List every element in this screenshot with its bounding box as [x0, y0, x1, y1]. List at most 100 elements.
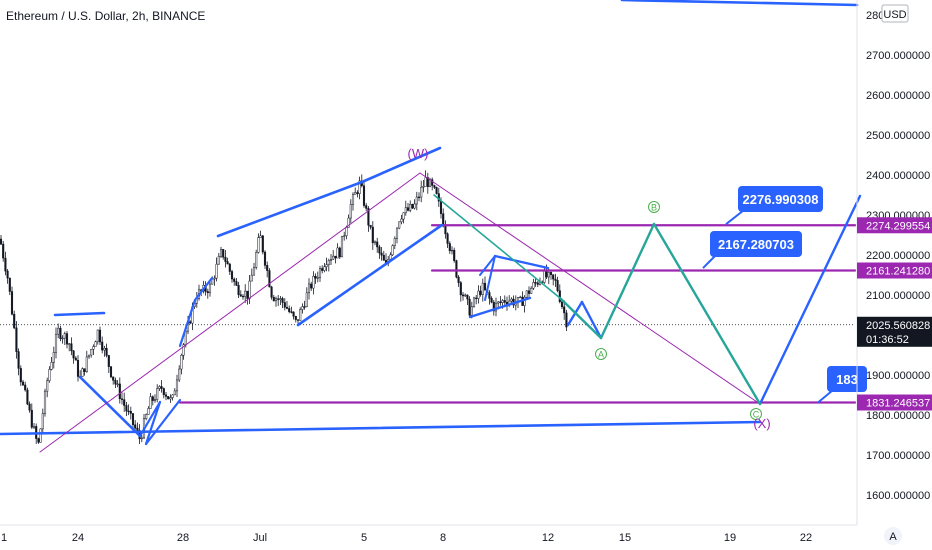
callout-label: 2167.280703	[718, 237, 794, 252]
candles-layer	[0, 170, 568, 445]
candle-body	[153, 399, 157, 401]
candle-body	[415, 196, 418, 205]
candle-body	[167, 396, 170, 400]
candle-body	[431, 179, 434, 186]
candle-body	[272, 297, 275, 302]
candle-body	[283, 302, 286, 308]
candle-body	[213, 277, 216, 280]
candle-body	[446, 233, 449, 244]
candle-body	[301, 306, 304, 310]
candle-body	[417, 196, 421, 199]
candle-body	[307, 283, 311, 294]
candle-body	[2, 243, 5, 259]
price-tick-label: 2100.000000	[866, 290, 930, 302]
candle-body	[226, 261, 229, 265]
currency-badge[interactable]: USD	[881, 4, 909, 23]
candle-body	[206, 291, 209, 294]
candle-body	[409, 204, 412, 211]
candle-body	[327, 260, 330, 265]
candle-body	[351, 194, 355, 205]
zigzag-4	[178, 298, 197, 348]
candle-body	[466, 294, 469, 300]
candle-body	[494, 302, 498, 312]
candle-body	[180, 355, 183, 370]
candle-body	[318, 268, 322, 278]
candle-body	[13, 313, 16, 329]
guide-line-rise	[39, 172, 421, 453]
candle-body	[252, 267, 256, 276]
candle-body	[116, 383, 119, 385]
candle-body	[316, 277, 319, 279]
trendline-w-upper	[360, 146, 442, 184]
candle-body	[149, 396, 152, 409]
auto-scale-button[interactable]: A	[884, 527, 902, 545]
time-tick-label: 12	[542, 532, 554, 544]
candle-body	[151, 396, 154, 401]
projection-a-down	[580, 300, 603, 340]
candle-body	[208, 283, 212, 294]
trendline-channel-lower	[296, 223, 444, 327]
candle-body	[356, 192, 359, 194]
triangle-lower	[468, 296, 532, 319]
candle-body	[120, 398, 124, 400]
candle-body	[547, 272, 550, 278]
callout-box	[738, 186, 823, 212]
candle-body	[17, 351, 20, 369]
time-tick-label: 19	[724, 532, 736, 544]
candle-body	[556, 280, 559, 291]
wave-label: (X)	[753, 416, 770, 431]
candle-body	[411, 204, 414, 209]
candle-body	[325, 264, 328, 267]
callout-label: 2276.990308	[743, 192, 819, 207]
candle-body	[250, 274, 253, 282]
time-axis[interactable]: 1 24 28 Jul 5 8 12 15 19 22	[1, 532, 812, 544]
candle-body	[472, 297, 476, 307]
price-tag-box	[857, 217, 932, 234]
candle-body	[464, 294, 467, 297]
candle-body	[274, 298, 278, 302]
candle-body	[334, 255, 337, 259]
candle-body	[365, 205, 368, 209]
candle-body	[455, 260, 458, 278]
candle-body	[24, 384, 27, 391]
candle-body	[54, 333, 58, 353]
candle-body	[279, 298, 282, 300]
candle-body	[371, 226, 374, 244]
callout-box	[710, 231, 802, 257]
time-tick-label: 28	[177, 532, 189, 544]
time-tick-label: Jul	[253, 532, 267, 544]
candle-body	[241, 295, 245, 298]
candle-body	[277, 298, 280, 300]
candle-body	[470, 306, 473, 316]
candle-body	[519, 296, 522, 299]
candle-body	[259, 235, 262, 238]
candle-body	[420, 186, 423, 198]
candle-body	[114, 380, 117, 385]
projection-green-fall	[433, 194, 561, 299]
candle-body	[332, 255, 335, 260]
time-tick-label: 15	[619, 532, 631, 544]
projection-abc	[558, 296, 603, 340]
candle-body	[393, 238, 396, 246]
candle-body	[230, 271, 234, 280]
candle-body	[312, 275, 315, 289]
candle-body	[219, 249, 223, 257]
candle-body	[323, 266, 326, 271]
candle-body	[112, 376, 115, 381]
candle-body	[94, 341, 97, 347]
candle-body	[83, 368, 86, 373]
callout-pointer	[725, 209, 745, 225]
guide-line-fall	[419, 172, 761, 405]
candle-body	[345, 227, 348, 237]
candle-body	[321, 268, 324, 271]
candle-body	[468, 298, 471, 316]
candle-body	[380, 252, 383, 256]
price-tag-label: 2161.241280	[866, 266, 930, 278]
candle-body	[373, 241, 377, 244]
candle-body	[72, 350, 75, 359]
candle-body	[32, 426, 36, 428]
candle-body	[296, 319, 300, 321]
price-tag-box	[857, 394, 932, 411]
candle-body	[8, 277, 11, 292]
